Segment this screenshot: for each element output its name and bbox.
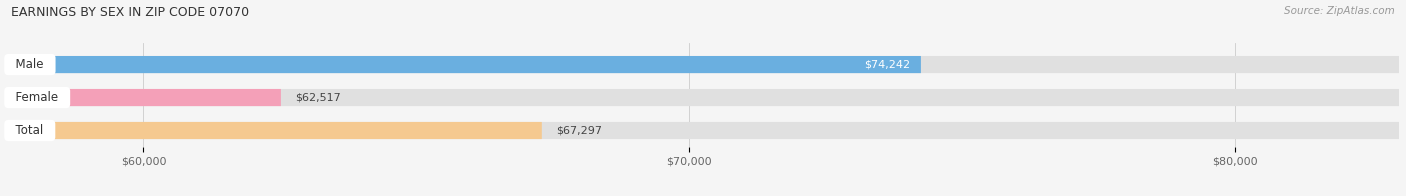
Text: Source: ZipAtlas.com: Source: ZipAtlas.com: [1284, 6, 1395, 16]
Text: $67,297: $67,297: [555, 125, 602, 135]
FancyBboxPatch shape: [7, 56, 921, 73]
Text: Female: Female: [8, 91, 66, 104]
Text: Total: Total: [8, 124, 51, 137]
Text: Male: Male: [8, 58, 52, 71]
FancyBboxPatch shape: [7, 122, 1399, 139]
FancyBboxPatch shape: [7, 89, 1399, 106]
Text: $62,517: $62,517: [295, 93, 340, 103]
Text: $74,242: $74,242: [865, 60, 911, 70]
FancyBboxPatch shape: [7, 89, 281, 106]
Text: EARNINGS BY SEX IN ZIP CODE 07070: EARNINGS BY SEX IN ZIP CODE 07070: [11, 6, 249, 19]
FancyBboxPatch shape: [7, 56, 1399, 73]
FancyBboxPatch shape: [7, 122, 541, 139]
